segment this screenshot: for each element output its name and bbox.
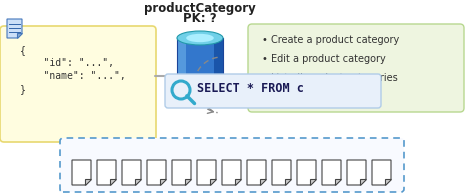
Text: • Create a product category: • Create a product category xyxy=(262,35,399,45)
Polygon shape xyxy=(172,160,191,185)
Polygon shape xyxy=(235,179,241,185)
Bar xyxy=(177,38,186,83)
Polygon shape xyxy=(147,160,166,185)
Polygon shape xyxy=(160,179,166,185)
Text: PK: ?: PK: ? xyxy=(183,12,217,25)
Polygon shape xyxy=(360,179,366,185)
Ellipse shape xyxy=(186,34,214,42)
Polygon shape xyxy=(197,160,216,185)
Polygon shape xyxy=(272,160,291,185)
Polygon shape xyxy=(247,160,266,185)
Polygon shape xyxy=(285,179,291,185)
Ellipse shape xyxy=(177,31,223,45)
Polygon shape xyxy=(185,179,191,185)
Text: "id": "...",: "id": "...", xyxy=(20,58,114,68)
Polygon shape xyxy=(122,160,141,185)
Polygon shape xyxy=(222,160,241,185)
FancyBboxPatch shape xyxy=(165,74,381,108)
FancyBboxPatch shape xyxy=(0,26,156,142)
Ellipse shape xyxy=(177,76,223,90)
Polygon shape xyxy=(322,160,341,185)
Text: • Edit a product category: • Edit a product category xyxy=(262,54,386,64)
Polygon shape xyxy=(385,179,391,185)
Polygon shape xyxy=(97,160,116,185)
Text: • List all product categories: • List all product categories xyxy=(262,73,398,83)
Polygon shape xyxy=(297,160,316,185)
Polygon shape xyxy=(17,33,22,38)
FancyBboxPatch shape xyxy=(60,138,404,192)
Polygon shape xyxy=(372,160,391,185)
Polygon shape xyxy=(7,19,22,38)
Text: "name": "...",: "name": "...", xyxy=(20,71,126,81)
FancyBboxPatch shape xyxy=(248,24,464,112)
Text: }: } xyxy=(20,84,26,94)
Polygon shape xyxy=(310,179,316,185)
Polygon shape xyxy=(260,179,266,185)
Polygon shape xyxy=(347,160,366,185)
Polygon shape xyxy=(335,179,341,185)
Polygon shape xyxy=(110,179,116,185)
Polygon shape xyxy=(72,160,91,185)
Bar xyxy=(214,38,223,83)
Polygon shape xyxy=(210,179,216,185)
Text: SELECT * FROM c: SELECT * FROM c xyxy=(197,82,304,96)
Bar xyxy=(177,38,223,83)
Polygon shape xyxy=(85,179,91,185)
Polygon shape xyxy=(135,179,141,185)
Text: {: { xyxy=(20,45,26,55)
Text: productCategory: productCategory xyxy=(144,2,256,15)
